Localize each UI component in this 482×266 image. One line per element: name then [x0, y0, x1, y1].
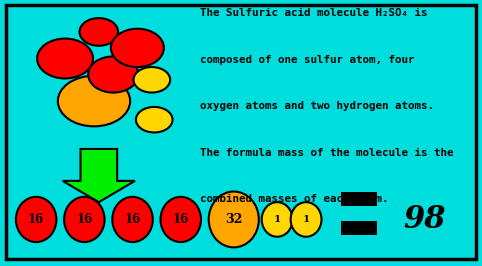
Text: oxygen atoms and two hydrogen atoms.: oxygen atoms and two hydrogen atoms.: [200, 101, 434, 111]
Ellipse shape: [209, 192, 259, 247]
Text: 16: 16: [76, 213, 93, 226]
Ellipse shape: [111, 29, 164, 67]
Bar: [341, 192, 377, 206]
Ellipse shape: [16, 197, 56, 242]
Text: 16: 16: [28, 213, 44, 226]
Text: composed of one sulfur atom, four: composed of one sulfur atom, four: [200, 55, 415, 65]
Text: 16: 16: [124, 213, 141, 226]
Ellipse shape: [88, 56, 138, 93]
Text: The formula mass of the molecule is the: The formula mass of the molecule is the: [200, 148, 454, 158]
Ellipse shape: [37, 39, 93, 78]
Bar: [341, 221, 377, 235]
Ellipse shape: [134, 67, 170, 93]
Ellipse shape: [80, 18, 118, 46]
Ellipse shape: [58, 76, 130, 126]
Text: The Sulfuric acid molecule H₂SO₄ is: The Sulfuric acid molecule H₂SO₄ is: [200, 8, 428, 18]
Ellipse shape: [161, 197, 201, 242]
Text: 1: 1: [302, 215, 310, 224]
Text: 1: 1: [273, 215, 281, 224]
Text: 98: 98: [403, 204, 445, 235]
Ellipse shape: [64, 197, 105, 242]
Ellipse shape: [291, 202, 321, 237]
Text: combined masses of each atom.: combined masses of each atom.: [200, 194, 388, 204]
Ellipse shape: [136, 107, 173, 132]
Ellipse shape: [112, 197, 153, 242]
Text: 16: 16: [173, 213, 189, 226]
Polygon shape: [63, 149, 135, 202]
Text: 32: 32: [225, 213, 242, 226]
Ellipse shape: [262, 202, 293, 237]
